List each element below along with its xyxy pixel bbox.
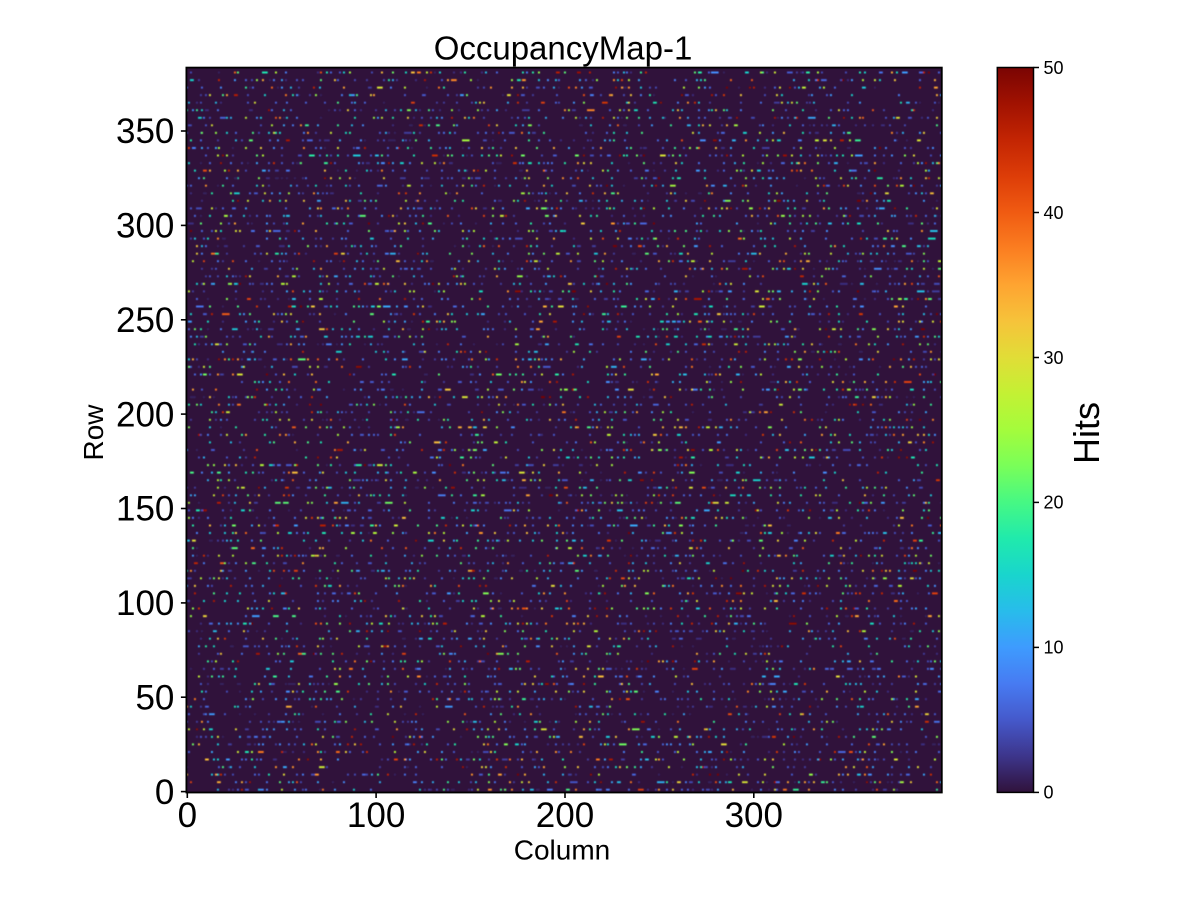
svg-text:Row: Row: [78, 404, 109, 461]
svg-text:300: 300: [725, 796, 783, 835]
svg-text:OccupancyMap-1: OccupancyMap-1: [434, 30, 693, 67]
svg-text:Hits: Hits: [1066, 402, 1107, 464]
svg-text:200: 200: [536, 796, 594, 835]
svg-text:0: 0: [178, 796, 197, 835]
svg-text:150: 150: [116, 490, 174, 529]
svg-text:200: 200: [116, 395, 174, 434]
svg-text:0: 0: [1044, 783, 1054, 803]
svg-text:30: 30: [1044, 348, 1064, 368]
svg-text:50: 50: [135, 678, 174, 717]
svg-text:300: 300: [116, 207, 174, 246]
svg-text:0: 0: [155, 773, 174, 812]
svg-text:350: 350: [116, 112, 174, 151]
svg-text:40: 40: [1044, 203, 1064, 223]
svg-text:100: 100: [116, 584, 174, 623]
svg-text:10: 10: [1044, 638, 1064, 658]
svg-text:100: 100: [347, 796, 405, 835]
svg-text:50: 50: [1044, 58, 1064, 78]
svg-text:Column: Column: [514, 835, 610, 866]
svg-text:20: 20: [1044, 493, 1064, 513]
svg-text:250: 250: [116, 301, 174, 340]
